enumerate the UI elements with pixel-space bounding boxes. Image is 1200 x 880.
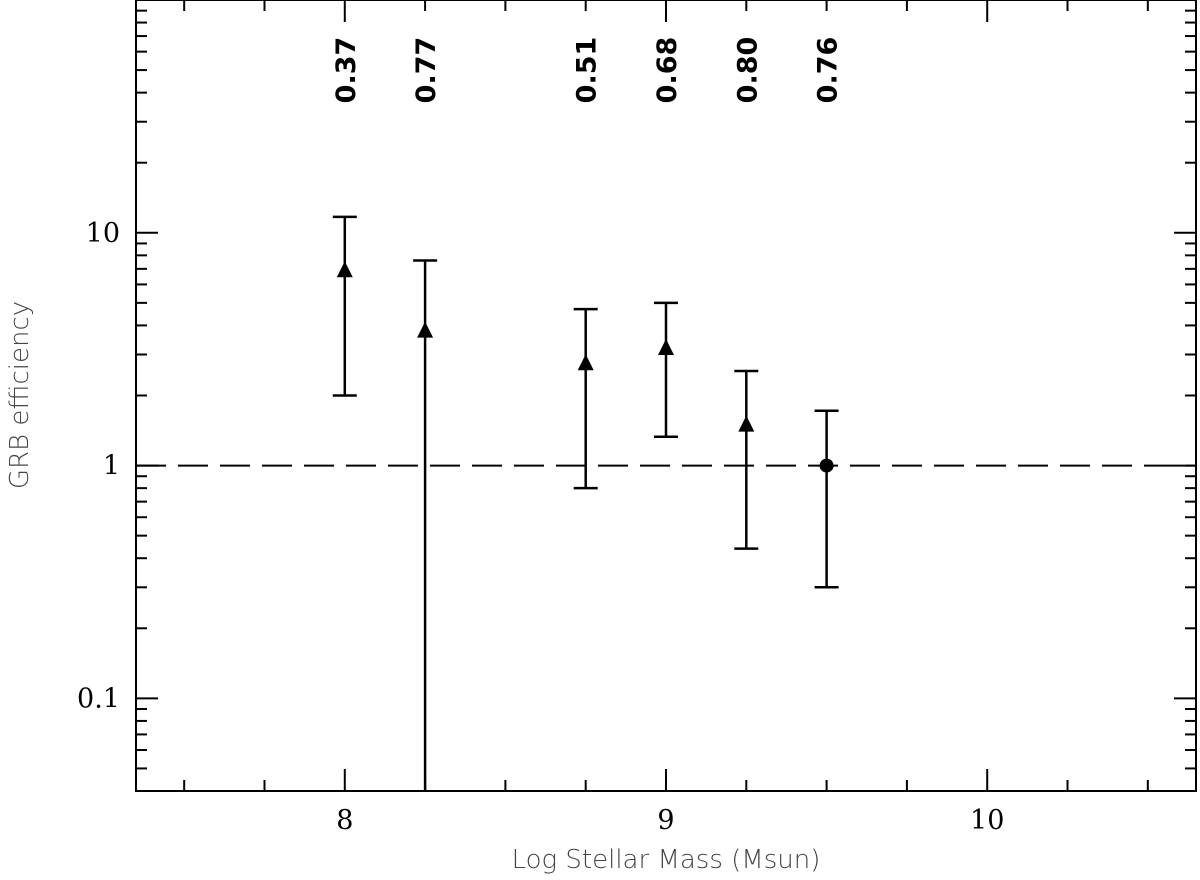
data-label: 0.51 — [572, 37, 603, 104]
x-tick-label: 10 — [970, 805, 1004, 836]
data-point-triangle — [738, 415, 755, 432]
x-tick-labels: 8 9 10 — [336, 805, 1004, 836]
data-point-circle — [819, 458, 834, 473]
x-axis-title: Log Stellar Mass (Msun) — [512, 845, 821, 875]
y-tick-label: 0.1 — [77, 683, 120, 714]
x-tick-label: 8 — [336, 805, 353, 836]
y-tick-labels: 0.1 1 10 — [77, 218, 120, 715]
data-point-triangle — [577, 354, 594, 371]
data-point-triangle — [417, 321, 434, 338]
data-label: 0.76 — [813, 37, 844, 104]
data-label: 0.80 — [732, 37, 763, 104]
axis-ticks — [136, 0, 1196, 792]
data-points — [332, 215, 839, 791]
data-labels: 0.37 0.77 0.51 0.68 0.80 0.76 — [331, 37, 844, 104]
data-point-triangle — [658, 338, 674, 355]
x-tick-label: 9 — [657, 805, 674, 836]
data-point-triangle — [336, 261, 353, 278]
y-axis-title: GRB efficiency — [5, 301, 35, 489]
data-label: 0.68 — [652, 37, 683, 104]
y-tick-label: 10 — [86, 218, 120, 249]
y-tick-label: 1 — [103, 451, 120, 482]
data-label: 0.37 — [331, 37, 362, 104]
data-label: 0.77 — [411, 37, 442, 104]
